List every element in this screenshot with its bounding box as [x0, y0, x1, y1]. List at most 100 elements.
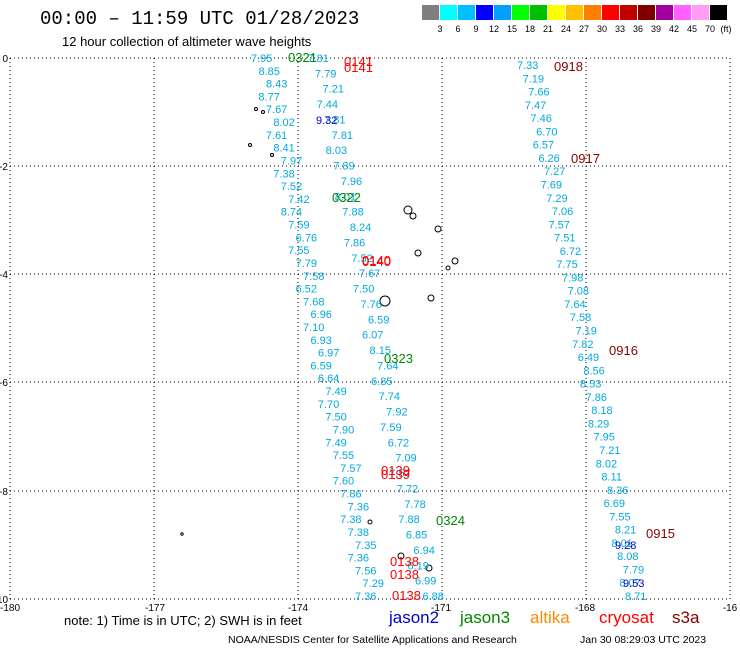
y-tick-label: -6 — [0, 378, 8, 389]
wave-height-value: 8.77 — [258, 91, 279, 103]
wave-height-value: 7.08 — [568, 286, 589, 298]
y-tick-label: 0 — [2, 54, 8, 65]
legend-swatch — [458, 5, 475, 20]
wave-height-value: 6.64 — [318, 373, 339, 385]
x-tick-label: -171 — [431, 603, 451, 614]
x-tick-label: -16 — [723, 603, 738, 614]
wave-height-value: 7.86 — [586, 392, 607, 404]
wave-height-value: 7.21 — [323, 84, 344, 96]
wave-height-value: 7.57 — [340, 463, 361, 475]
wave-height-value: 7.27 — [544, 166, 565, 178]
pass-time-label: 0141 — [344, 54, 373, 69]
wave-height-value: 7.82 — [572, 339, 593, 351]
island-outline — [261, 110, 265, 114]
island-outline — [367, 519, 373, 525]
legend-label: 18 — [524, 24, 535, 34]
x-tick-label: -177 — [145, 603, 165, 614]
pass-time-label: 0139 — [381, 463, 410, 478]
wave-height-value: 7.67 — [359, 268, 380, 280]
wave-height-value: 7.46 — [531, 113, 552, 125]
wave-height-value: 7.89 — [333, 161, 354, 173]
wave-height-value: 7.81 — [332, 130, 353, 142]
wave-height-value: 7.29 — [546, 193, 567, 205]
island-outline — [427, 294, 435, 302]
legend-label: 15 — [506, 24, 517, 34]
legend-swatch — [620, 5, 637, 20]
legend-swatch — [476, 5, 493, 20]
wave-height-value: 7.38 — [348, 527, 369, 539]
legend-unit: (ft) — [720, 24, 732, 34]
x-tick-label: -180 — [0, 603, 20, 614]
wave-height-value: 7.09 — [395, 453, 416, 465]
wave-height-value: 7.75 — [556, 259, 577, 271]
wave-height-value: 6.93 — [310, 335, 331, 347]
legend-label: 24 — [560, 24, 571, 34]
wave-height-value: 7.29 — [363, 578, 384, 590]
wave-height-value: 7.72 — [397, 483, 418, 495]
pass-time-label: 0321 — [288, 50, 317, 65]
wave-height-value: 6.59 — [310, 360, 331, 372]
wave-height-value: 7.81 — [324, 114, 345, 126]
legend-label: 45 — [686, 24, 697, 34]
island-outline — [397, 552, 405, 560]
wave-height-value: 7.19 — [523, 73, 544, 85]
wave-height-value: 8.56 — [583, 365, 604, 377]
wave-height-value: 7.36 — [348, 553, 369, 565]
wave-height-value: 6.88 — [423, 591, 444, 603]
legend-swatch — [530, 5, 547, 20]
wave-height-value: 8.01 — [612, 538, 633, 550]
legend-label: 30 — [596, 24, 607, 34]
wave-height-value: 7.06 — [552, 206, 573, 218]
pass-time-label: 0138 — [390, 554, 419, 569]
wave-height-value: 7.70 — [318, 399, 339, 411]
pass-time-label: 0917 — [571, 151, 600, 166]
wave-height-value: 8.02 — [273, 117, 294, 129]
x-tick-label: -174 — [288, 603, 308, 614]
legend-swatch — [494, 5, 511, 20]
legend-label: 36 — [632, 24, 643, 34]
wave-height-value: 7.67 — [266, 104, 287, 116]
wave-height-value: 7.59 — [380, 422, 401, 434]
wave-height-value: 6.57 — [533, 140, 554, 152]
island-outline — [254, 107, 258, 111]
island-outline — [451, 257, 459, 265]
wave-height-value: 6.94 — [413, 545, 434, 557]
legend-label: 9 — [473, 24, 479, 34]
wave-height-value: 6.72 — [388, 437, 409, 449]
wave-height-value: 7.35 — [355, 540, 376, 552]
wave-height-value: 8.74 — [281, 207, 302, 219]
wave-height-value: 6.85 — [371, 376, 392, 388]
wave-height-value: 8.43 — [266, 79, 287, 91]
pass-time-label: 0141 — [344, 60, 373, 75]
legend-swatch — [548, 5, 565, 20]
x-tick-label: -168 — [575, 603, 595, 614]
wave-height-value: 7.38 — [273, 168, 294, 180]
wave-height-value: 7.59 — [288, 220, 309, 232]
wave-height-value: 6.07 — [362, 330, 383, 342]
wave-height-value: 7.92 — [386, 407, 407, 419]
wave-height-value: 7.81 — [308, 53, 329, 65]
wave-height-value: 6.99 — [415, 576, 436, 588]
wave-height-value: 6.97 — [318, 348, 339, 360]
wave-height-value: 6.96 — [311, 309, 332, 321]
wave-height-value: 8.53 — [580, 379, 601, 391]
y-tick-label: -8 — [0, 487, 8, 498]
legend-swatch — [584, 5, 601, 20]
wave-height-value: 7.36 — [348, 501, 369, 513]
wave-height-value: 7.90 — [333, 424, 354, 436]
wave-height-value: 9.28 — [615, 540, 636, 552]
wave-height-value: 8.11 — [601, 472, 622, 484]
legend-label: 21 — [542, 24, 553, 34]
wave-height-value: 8.01 — [335, 191, 356, 203]
timestamp: Jan 30 08:29:03 UTC 2023 — [580, 634, 707, 646]
satellite-name-jason3: jason3 — [460, 608, 511, 627]
wave-height-value: 7.86 — [344, 237, 365, 249]
wave-height-value: 7.51 — [554, 233, 575, 245]
pass-time-label: 0323 — [384, 351, 413, 366]
wave-height-value: 7.78 — [404, 499, 425, 511]
wave-height-value: 7.64 — [377, 360, 398, 372]
legend-swatch — [440, 5, 457, 20]
legend-label: 3 — [437, 24, 443, 34]
legend-swatch — [710, 5, 727, 20]
legend-swatch — [674, 5, 691, 20]
